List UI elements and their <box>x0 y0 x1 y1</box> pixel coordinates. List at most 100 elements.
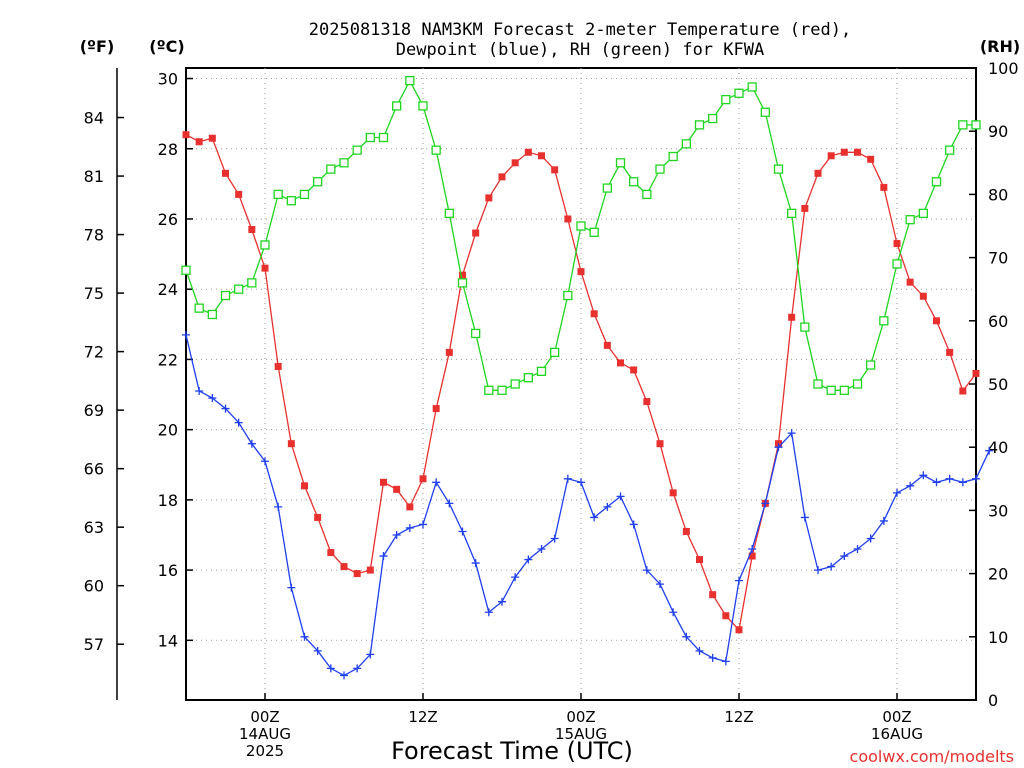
dewpoint-point <box>853 545 862 554</box>
rh-unit-label: (RH) <box>980 37 1020 56</box>
dewpoint-point <box>761 499 770 508</box>
x-tick-label: 14AUG <box>239 725 291 743</box>
temperature-point <box>669 489 677 497</box>
rh-point <box>602 183 612 193</box>
celsius-tick-label: 20 <box>158 421 178 440</box>
dewpoint-point <box>932 478 941 487</box>
x-tick-label: 16AUG <box>871 725 923 743</box>
temperature-point <box>393 485 401 493</box>
rh-series <box>181 75 981 395</box>
rh-point <box>734 88 744 98</box>
temperature-point <box>208 134 216 142</box>
rh-point <box>352 145 362 155</box>
dewpoint-point <box>261 457 269 466</box>
rh-point <box>892 259 902 269</box>
dewpoint-point <box>484 608 493 617</box>
temperature-point <box>287 440 295 448</box>
temperature-point <box>261 264 269 272</box>
x-tick-label: 12Z <box>408 708 437 726</box>
dewpoint-point <box>735 576 743 585</box>
fahrenheit-unit-label: (ºF) <box>80 37 115 56</box>
rh-point <box>826 385 836 395</box>
celsius-tick-label: 24 <box>158 280 178 299</box>
temperature-point <box>314 513 322 521</box>
rh-tick-label: 50 <box>988 375 1008 394</box>
dewpoint-line <box>185 334 990 677</box>
temperature-point <box>972 369 980 377</box>
rh-point <box>668 151 678 162</box>
fahrenheit-tick-label: 69 <box>84 401 104 420</box>
dewpoint-point <box>866 534 875 543</box>
dewpoint-point <box>326 664 335 673</box>
credit-text: coolwx.com/modelts <box>850 747 1014 766</box>
dewpoint-point <box>247 439 256 448</box>
dewpoint-point <box>458 527 467 536</box>
temperature-point <box>524 148 532 156</box>
rh-tick-label: 30 <box>988 501 1008 520</box>
temperature-point <box>195 138 203 146</box>
rh-point <box>589 227 599 237</box>
dewpoint-point <box>340 671 348 680</box>
dewpoint-point <box>550 534 559 543</box>
rh-point <box>392 101 402 111</box>
rh-point <box>879 316 889 326</box>
temperature-point <box>906 278 914 286</box>
dewpoint-point <box>195 387 204 396</box>
rh-point <box>313 177 323 187</box>
temperature-point <box>419 475 427 483</box>
fahrenheit-tick-label: 57 <box>84 635 104 654</box>
temperature-point <box>880 183 888 191</box>
temperature-point <box>959 387 967 395</box>
rh-point <box>800 322 810 332</box>
temperature-point <box>366 566 374 574</box>
rh-tick-label: 40 <box>988 438 1008 457</box>
dewpoint-point <box>642 566 651 575</box>
temperature-point <box>827 152 835 160</box>
dewpoint-point <box>577 478 585 487</box>
rh-point <box>918 208 928 219</box>
rh-point <box>405 75 415 86</box>
axis-ticks: 14 16 18 20 22 24 26 28 30 57 60 63 66 69 72 75 78 81 84 0 1… <box>84 59 1019 760</box>
temperature-point <box>380 478 387 486</box>
temperature-point <box>788 313 796 321</box>
rh-point <box>694 120 705 130</box>
temperature-point <box>301 482 308 490</box>
rh-point <box>787 208 797 219</box>
rh-point <box>194 303 204 313</box>
rh-point <box>220 290 231 301</box>
temperature-point <box>445 348 453 356</box>
dewpoint-point <box>629 520 638 529</box>
rh-point <box>471 328 481 339</box>
rh-point <box>931 177 942 187</box>
temperature-point <box>801 204 809 212</box>
fahrenheit-tick-label: 78 <box>84 226 104 245</box>
dewpoint-point <box>827 562 836 571</box>
celsius-tick-label: 18 <box>158 491 178 510</box>
rh-point <box>497 385 507 395</box>
rh-point <box>945 145 955 155</box>
celsius-tick-label: 28 <box>158 140 178 159</box>
dewpoint-point <box>524 555 533 564</box>
temperature-point <box>340 563 348 571</box>
temperature-point <box>656 440 664 448</box>
rh-point <box>299 189 310 200</box>
celsius-tick-label: 14 <box>158 631 178 650</box>
fahrenheit-tick-label: 72 <box>84 343 104 362</box>
temperature-point <box>630 366 638 374</box>
temperature-point <box>564 215 572 223</box>
dewpoint-point <box>748 545 757 554</box>
rh-point <box>181 265 191 275</box>
temperature-point <box>814 169 822 177</box>
dewpoint-point <box>616 492 625 501</box>
dewpoint-point <box>590 513 599 522</box>
fahrenheit-tick-label: 75 <box>84 284 104 303</box>
dewpoint-point <box>419 520 427 529</box>
temperature-point <box>696 556 703 564</box>
temperature-point <box>485 194 493 202</box>
celsius-unit-label: (ºC) <box>149 37 184 56</box>
rh-point <box>207 309 217 320</box>
temperature-point <box>274 362 282 370</box>
dewpoint-point <box>392 530 401 539</box>
dewpoint-point <box>221 404 230 413</box>
grid-lines <box>186 68 976 700</box>
